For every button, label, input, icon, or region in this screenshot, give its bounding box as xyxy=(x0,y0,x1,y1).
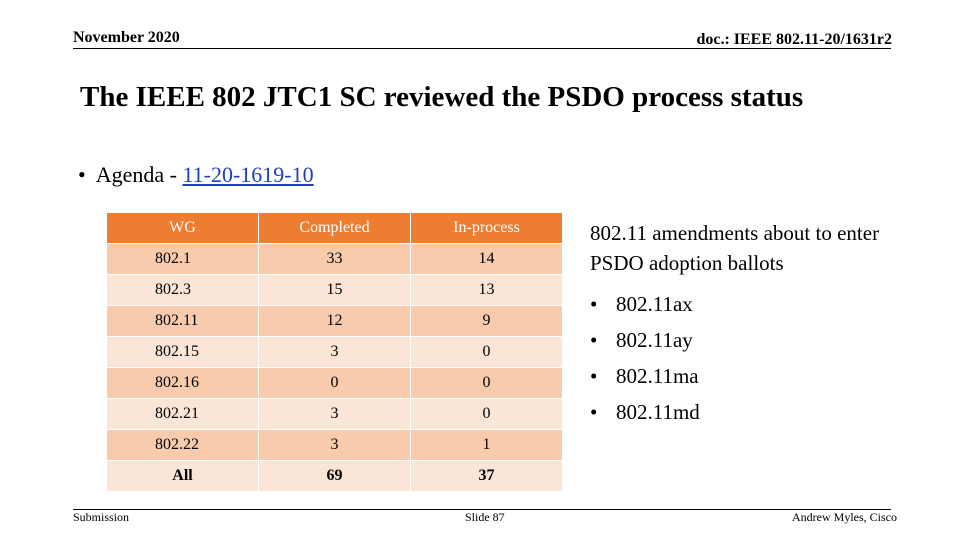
bullet-icon: • xyxy=(78,162,86,187)
cell-completed: 0 xyxy=(258,367,411,399)
cell-completed: 3 xyxy=(258,398,411,430)
header-divider xyxy=(73,48,891,49)
amendment-label: 802.11ax xyxy=(616,292,693,316)
list-item: • 802.11ma xyxy=(590,358,930,394)
table-total-row: All 69 37 xyxy=(107,460,563,492)
agenda-link[interactable]: 11-20-1619-10 xyxy=(182,162,314,187)
cell-wg-total: All xyxy=(107,460,259,492)
amendment-label: 802.11ma xyxy=(616,364,699,388)
bullet-icon: • xyxy=(590,400,598,424)
cell-completed: 3 xyxy=(258,429,411,461)
header-date: November 2020 xyxy=(73,29,180,46)
cell-completed-total: 69 xyxy=(258,460,411,492)
amendments-list: • 802.11ax • 802.11ay • 802.11ma • 802.11md xyxy=(590,286,930,430)
cell-in-process: 0 xyxy=(410,398,563,430)
cell-completed: 33 xyxy=(258,243,411,275)
list-item: • 802.11ay xyxy=(590,322,930,358)
footer-divider xyxy=(73,509,891,510)
bullet-icon: • xyxy=(590,364,598,388)
table-header-row: WG Completed In-process xyxy=(107,213,563,244)
bullet-icon: • xyxy=(590,328,598,352)
cell-in-process: 13 xyxy=(410,274,563,306)
amendments-panel: 802.11 amendments about to enter PSDO ad… xyxy=(590,218,930,430)
list-item: • 802.11md xyxy=(590,394,930,430)
amendment-label: 802.11ay xyxy=(616,328,693,352)
column-header-in-process: In-process xyxy=(410,213,563,244)
cell-completed: 3 xyxy=(258,336,411,368)
cell-in-process: 9 xyxy=(410,305,563,337)
footer-author: Andrew Myles, Cisco xyxy=(792,510,897,524)
cell-wg: 802.21 xyxy=(107,398,259,430)
amendments-intro: 802.11 amendments about to enter PSDO ad… xyxy=(590,221,880,275)
table-row: 802.15 3 0 xyxy=(107,336,563,368)
cell-completed: 12 xyxy=(258,305,411,337)
header-doc-id: doc.: IEEE 802.11-20/1631r2 xyxy=(696,31,892,48)
agenda-line: • Agenda - 11-20-1619-10 xyxy=(78,162,314,188)
table-row: 802.16 0 0 xyxy=(107,367,563,399)
table-row: 802.22 3 1 xyxy=(107,429,563,461)
cell-in-process: 1 xyxy=(410,429,563,461)
slide-title: The IEEE 802 JTC1 SC reviewed the PSDO p… xyxy=(80,81,804,113)
table-row: 802.1 33 14 xyxy=(107,243,563,275)
bullet-icon: • xyxy=(590,292,598,316)
cell-wg: 802.16 xyxy=(107,367,259,399)
cell-wg: 802.11 xyxy=(107,305,259,337)
cell-in-process: 14 xyxy=(410,243,563,275)
column-header-completed: Completed xyxy=(258,213,411,244)
table-row: 802.11 12 9 xyxy=(107,305,563,337)
amendment-label: 802.11md xyxy=(616,400,700,424)
cell-completed: 15 xyxy=(258,274,411,306)
cell-in-process: 0 xyxy=(410,336,563,368)
cell-wg: 802.22 xyxy=(107,429,259,461)
psdo-status-table: WG Completed In-process 802.1 33 14 802.… xyxy=(107,213,563,492)
list-item: • 802.11ax xyxy=(590,286,930,322)
cell-in-process: 0 xyxy=(410,367,563,399)
cell-wg: 802.3 xyxy=(107,274,259,306)
table-row: 802.21 3 0 xyxy=(107,398,563,430)
table-row: 802.3 15 13 xyxy=(107,274,563,306)
agenda-prefix: Agenda - xyxy=(95,162,183,187)
footer-submission: Submission xyxy=(73,510,130,524)
cell-in-process-total: 37 xyxy=(410,460,563,492)
cell-wg: 802.15 xyxy=(107,336,259,368)
column-header-wg: WG xyxy=(107,213,259,244)
footer-slide-number: Slide 87 xyxy=(465,510,505,524)
cell-wg: 802.1 xyxy=(107,243,259,275)
